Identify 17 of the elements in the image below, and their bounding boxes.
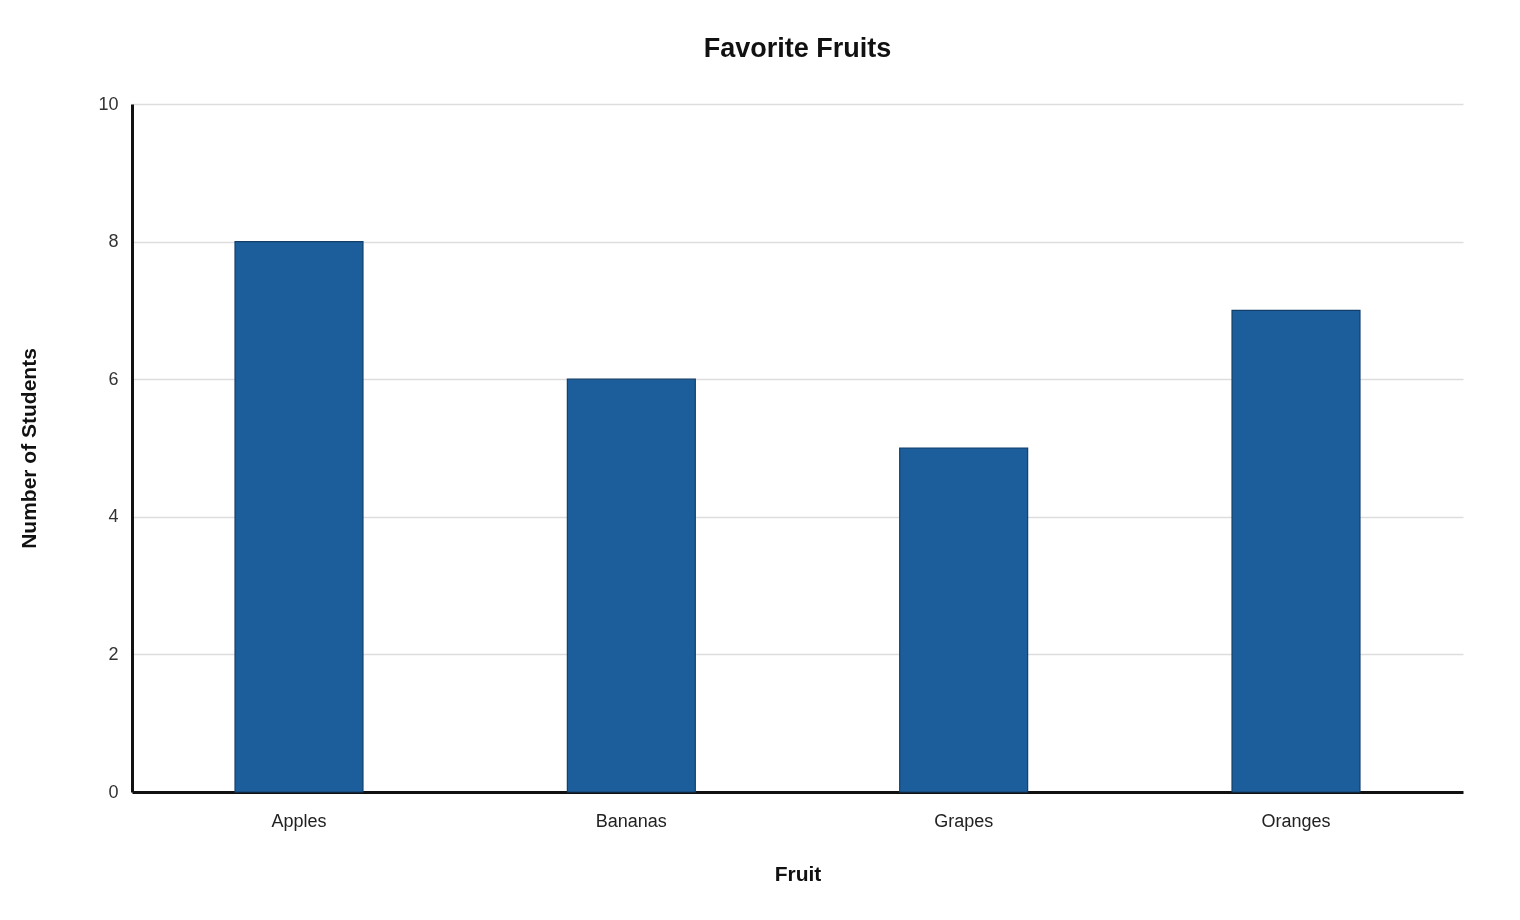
bar (899, 447, 1029, 793)
x-tick-label: Oranges (1261, 810, 1331, 831)
x-tick-label: Grapes (934, 810, 994, 831)
y-tick-label: 10 (98, 93, 119, 114)
x-tick-label: Apples (271, 810, 327, 831)
x-axis-title: Fruit (774, 861, 822, 885)
bar (566, 378, 696, 793)
y-tick-label: 0 (108, 781, 119, 802)
y-tick-label: 4 (108, 506, 119, 527)
y-tick-label: 6 (108, 368, 119, 389)
bar (234, 241, 364, 793)
y-axis-title: Number of Students (17, 348, 41, 549)
x-tick-label: Bananas (595, 810, 667, 831)
chart-title: Favorite Fruits (703, 33, 892, 63)
y-tick-label: 2 (108, 643, 119, 664)
bar (1231, 309, 1361, 793)
y-tick-label: 8 (108, 231, 119, 252)
